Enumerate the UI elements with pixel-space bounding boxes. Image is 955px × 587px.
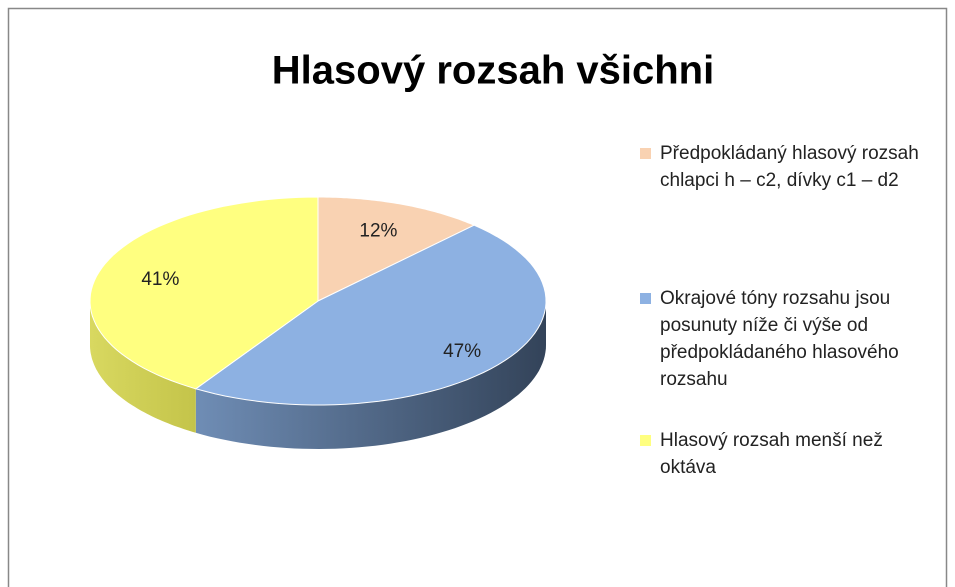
legend-item: Předpokládaný hlasový rozsah chlapci h –… [640,140,940,194]
chart-title: Hlasový rozsah všichni [272,49,714,93]
pie-slice-side [90,301,196,433]
data-label: 47% [443,341,481,362]
data-label: 41% [141,269,179,290]
legend-label: Hlasový rozsah menší než oktáva [660,430,883,478]
legend-swatch [640,148,651,159]
legend-label: Okrajové tóny rozsahu jsou posunuty níže… [660,288,899,390]
pie-slice [89,196,319,390]
pie-slice [194,224,547,406]
pie-slice [317,196,476,302]
pie-slice-side [195,301,547,449]
legend-item: Okrajové tóny rozsahu jsou posunuty níže… [640,285,940,393]
legend-item: Hlasový rozsah menší než oktáva [640,427,940,481]
data-label: 12% [359,220,397,241]
legend-swatch [640,435,651,446]
legend-label: Předpokládaný hlasový rozsah chlapci h –… [660,143,919,191]
legend-swatch [640,293,651,304]
